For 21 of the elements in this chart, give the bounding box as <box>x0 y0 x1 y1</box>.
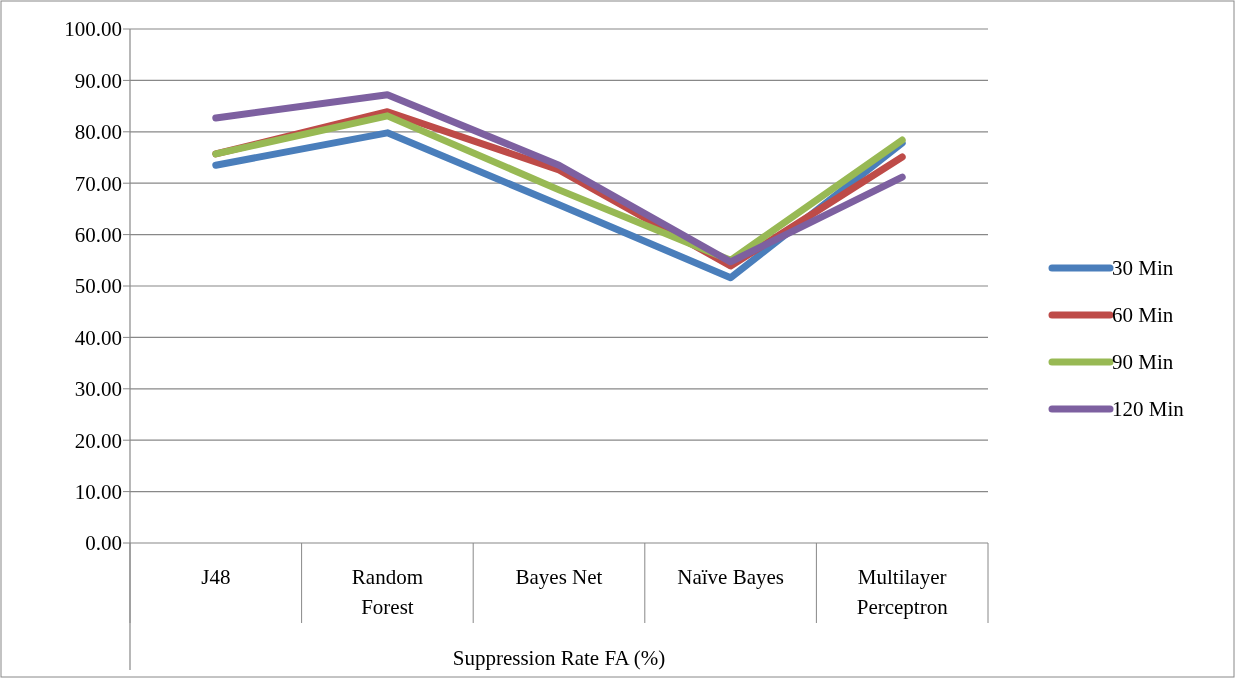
y-tick-label: 60.00 <box>74 222 122 247</box>
legend-label: 30 Min <box>1112 256 1174 281</box>
x-axis-title: Suppression Rate FA (%) <box>452 646 666 670</box>
y-tick-label: 0.00 <box>85 531 122 556</box>
y-tick-label: 90.00 <box>74 68 122 93</box>
y-tick-label: 100.00 <box>64 17 122 42</box>
x-tick-label: Naïve Bayes <box>677 565 784 589</box>
y-tick-label: 20.00 <box>74 428 122 453</box>
x-tick-label: Random Forest <box>351 565 423 619</box>
y-tick-label: 10.00 <box>74 479 122 504</box>
y-tick-label: 50.00 <box>74 274 122 299</box>
y-tick-label: 30.00 <box>74 377 122 402</box>
legend-label: 120 Min <box>1112 397 1185 422</box>
x-tick-label: J48 <box>201 565 231 589</box>
legend-label: 60 Min <box>1112 303 1174 328</box>
legend-label: 90 Min <box>1112 350 1174 375</box>
y-tick-label: 70.00 <box>74 171 122 196</box>
x-tick-label: Multilayer Perceptron <box>856 565 949 619</box>
y-tick-label: 40.00 <box>74 325 122 350</box>
x-tick-label: Bayes Net <box>515 565 603 589</box>
y-tick-label: 80.00 <box>74 120 122 145</box>
